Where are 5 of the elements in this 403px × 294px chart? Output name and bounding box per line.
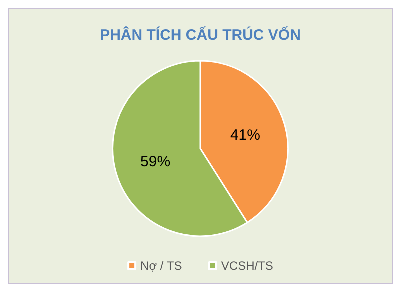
data-label: 59% — [140, 153, 171, 170]
data-label: 41% — [230, 127, 260, 144]
chart-title: PHÂN TÍCH CẤU TRÚC VỐN — [100, 26, 301, 44]
legend-label: Nợ / TS — [140, 259, 182, 273]
legend-label: VCSH/TS — [221, 259, 274, 273]
